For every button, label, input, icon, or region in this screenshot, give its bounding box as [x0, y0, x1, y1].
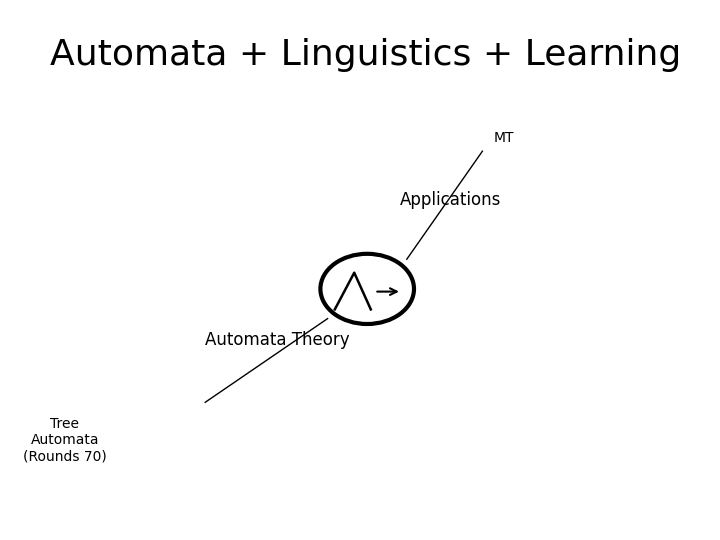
Text: Automata + Linguistics + Learning: Automata + Linguistics + Learning: [50, 38, 682, 72]
Text: Applications: Applications: [400, 191, 501, 209]
Text: Tree
Automata
(Rounds 70): Tree Automata (Rounds 70): [23, 417, 107, 463]
Text: Automata Theory: Automata Theory: [205, 331, 350, 349]
Text: MT: MT: [493, 131, 513, 145]
